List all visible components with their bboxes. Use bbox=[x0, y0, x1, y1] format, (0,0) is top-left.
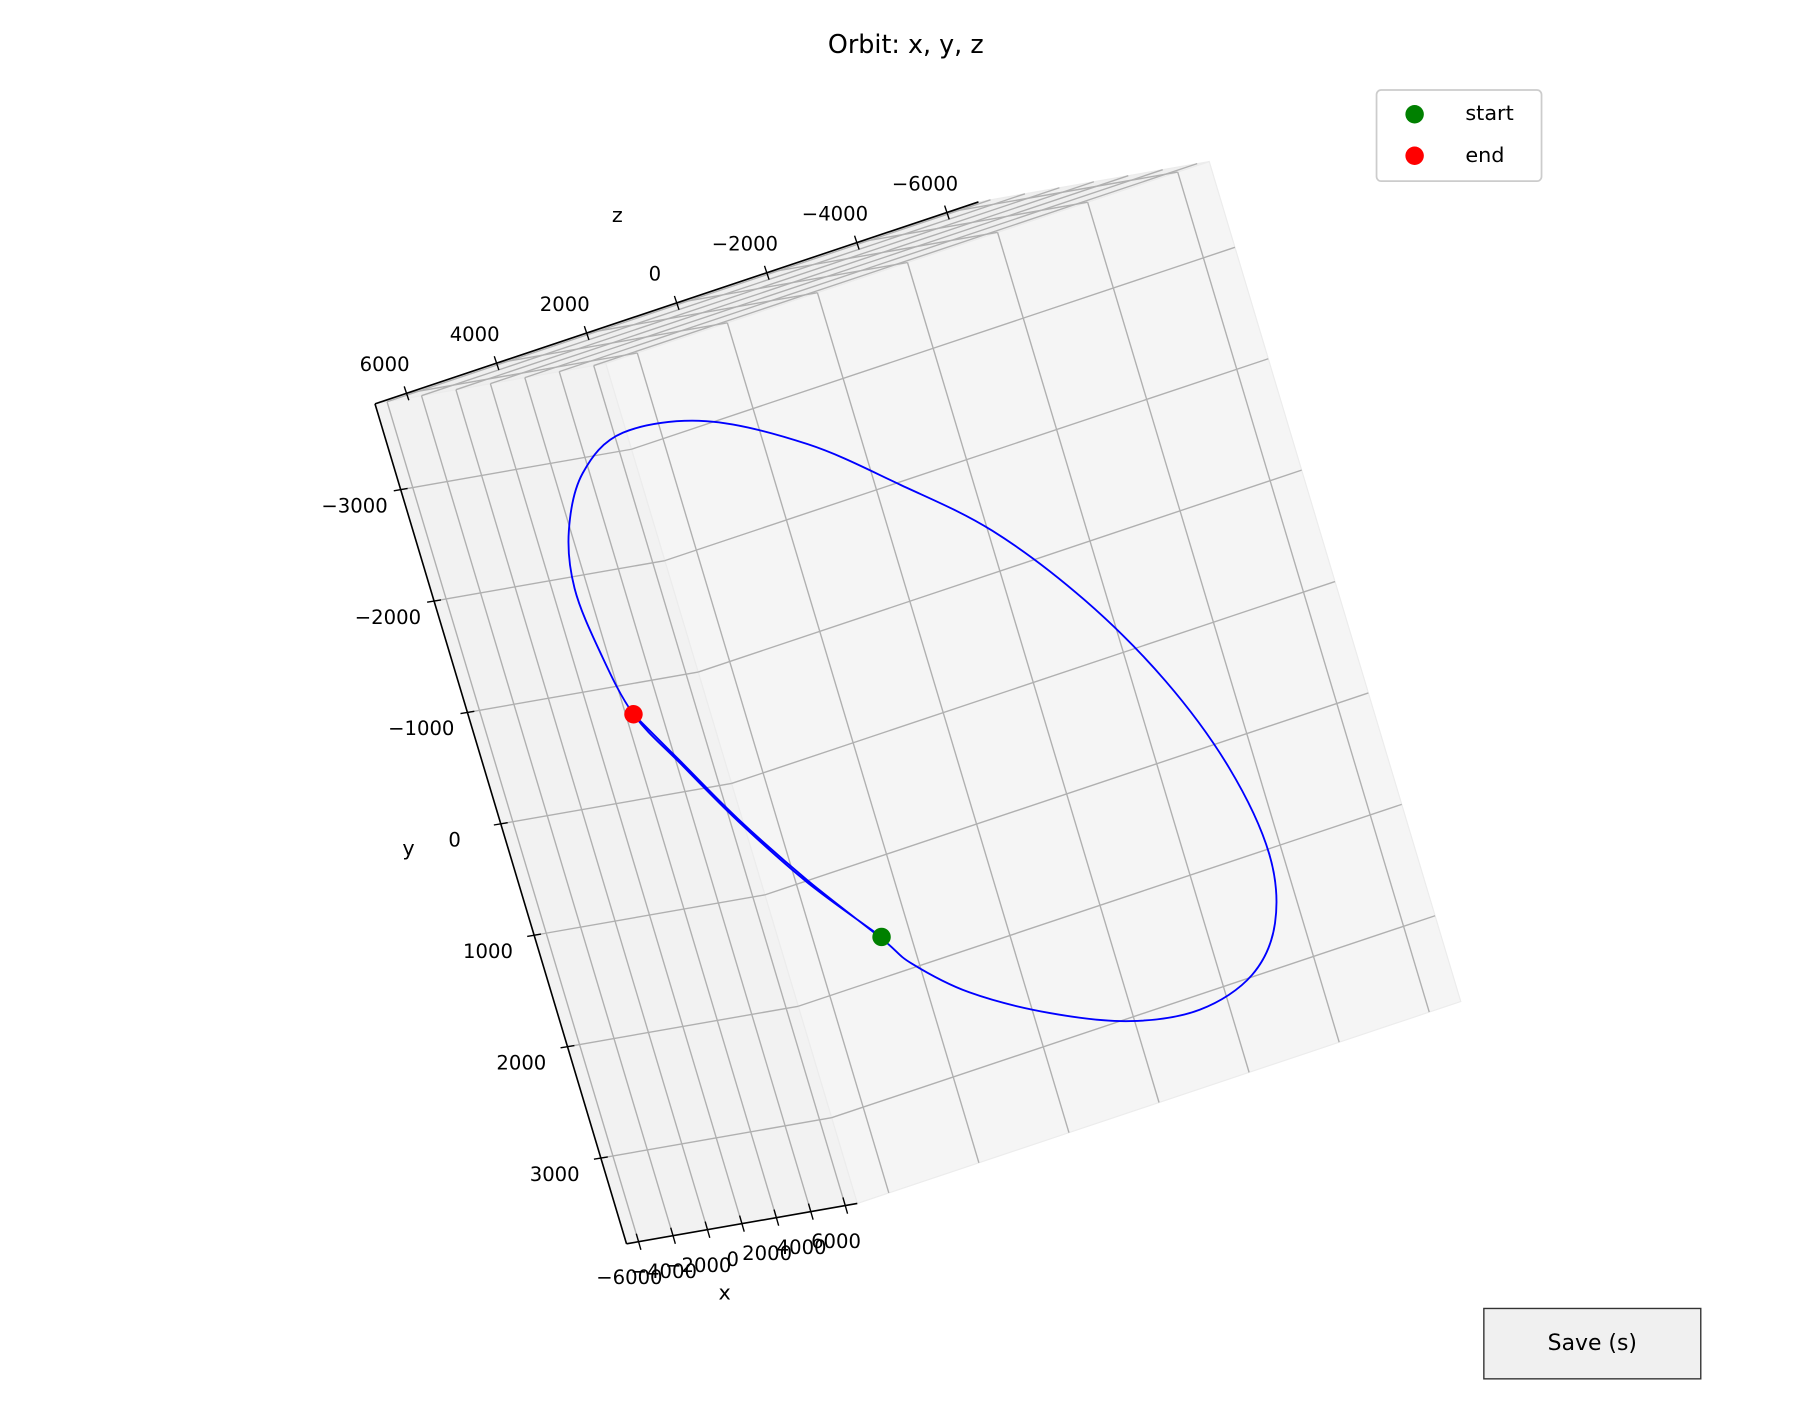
z-axis-line bbox=[374, 201, 979, 405]
grid-line bbox=[455, 187, 1060, 391]
marks bbox=[567, 419, 1278, 1023]
legend-label: end bbox=[1465, 143, 1504, 167]
grid-line bbox=[1086, 202, 1340, 1043]
grid-line bbox=[559, 169, 1163, 373]
y-tick-label: 3000 bbox=[530, 1163, 580, 1186]
x-axis-line bbox=[626, 1202, 858, 1245]
y-axis-line bbox=[374, 403, 628, 1245]
grid-line bbox=[524, 377, 778, 1218]
grid-line bbox=[1177, 171, 1430, 1013]
grid-line bbox=[636, 352, 890, 1194]
x-tick-label: −2000 bbox=[665, 1254, 731, 1277]
grid bbox=[386, 162, 1436, 1242]
grid-line bbox=[816, 292, 1070, 1133]
y-tick-label: −3000 bbox=[321, 494, 387, 517]
legend-box bbox=[1375, 89, 1543, 183]
y-axis-label: y bbox=[402, 836, 414, 860]
y-tick-label: 2000 bbox=[496, 1051, 546, 1074]
grid-line bbox=[996, 232, 1250, 1073]
z-tick-label: 6000 bbox=[360, 353, 410, 376]
x-tick-label: 6000 bbox=[811, 1230, 861, 1253]
z-tick-label: 0 bbox=[649, 263, 661, 286]
y-tick-label: 1000 bbox=[463, 940, 513, 963]
point-marker bbox=[872, 927, 891, 947]
chart-title: Orbit: x, y, z bbox=[828, 29, 984, 59]
y-tick-label: −1000 bbox=[388, 717, 454, 740]
x-tick-label: −4000 bbox=[631, 1260, 697, 1283]
grid-line bbox=[421, 193, 1026, 397]
legend: start end bbox=[1375, 89, 1543, 183]
x-tick-label: 4000 bbox=[777, 1236, 827, 1259]
y-tick-label: −2000 bbox=[355, 606, 421, 629]
grid-line bbox=[490, 181, 1095, 385]
save-button[interactable]: Save (s) bbox=[1483, 1307, 1702, 1380]
grid-line bbox=[593, 162, 1198, 367]
grid-line bbox=[386, 199, 991, 403]
save-button-box[interactable] bbox=[1483, 1307, 1702, 1380]
z-tick-label: 2000 bbox=[540, 293, 590, 316]
z-tick-label: 4000 bbox=[450, 323, 500, 346]
grid-line bbox=[558, 371, 812, 1212]
grid-line bbox=[420, 395, 674, 1236]
point-marker bbox=[624, 705, 643, 724]
grid-line bbox=[593, 365, 846, 1206]
x-axis-label: x bbox=[718, 1280, 730, 1304]
save-button-label[interactable]: Save (s) bbox=[1548, 1331, 1637, 1356]
orbit-line bbox=[567, 419, 1278, 1023]
grid-line bbox=[726, 322, 980, 1163]
grid-line bbox=[489, 383, 743, 1224]
legend-marker bbox=[1405, 105, 1424, 124]
z-axis-label: z bbox=[612, 203, 623, 227]
y-tick-label: 0 bbox=[448, 829, 460, 852]
x-tick-label: −6000 bbox=[596, 1266, 662, 1289]
x-tick-label: 0 bbox=[726, 1248, 738, 1271]
z-tick-label: −4000 bbox=[802, 202, 868, 225]
axes: −3000−2000−10000100020003000−6000−4000−2… bbox=[321, 172, 979, 1289]
grid-line bbox=[524, 175, 1129, 379]
z-tick-label: −2000 bbox=[712, 233, 778, 256]
grid-line bbox=[386, 401, 640, 1242]
legend-label: start bbox=[1465, 101, 1513, 125]
grid-line bbox=[906, 262, 1160, 1103]
x-tick-label: 2000 bbox=[742, 1242, 792, 1265]
z-tick-label: −6000 bbox=[892, 172, 958, 195]
legend-marker bbox=[1405, 146, 1424, 166]
grid-line bbox=[455, 389, 709, 1230]
